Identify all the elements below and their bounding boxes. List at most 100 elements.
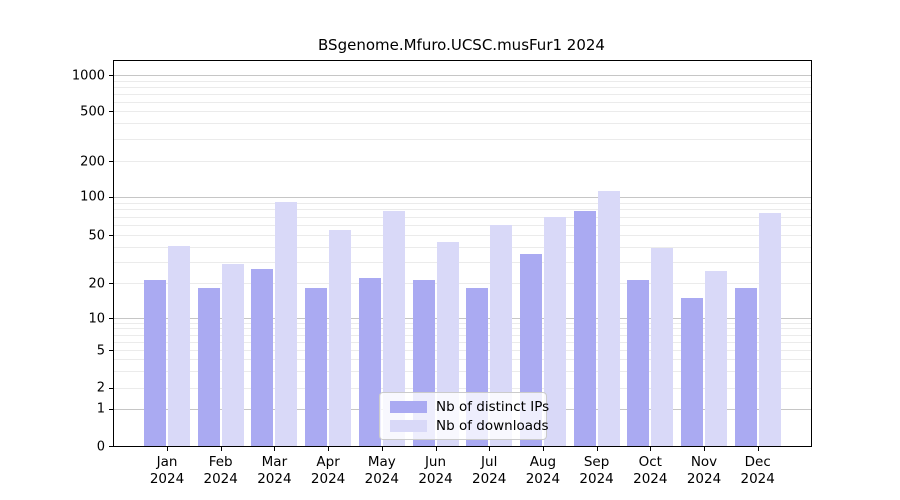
x-tick-label: Oct 2024 <box>633 454 667 488</box>
x-tick-month: Feb <box>208 454 233 470</box>
x-tick-month: Dec <box>744 454 771 470</box>
bar-downloads-jan <box>168 245 190 446</box>
gridline-major <box>114 318 811 319</box>
gridline-minor <box>114 235 811 237</box>
gridline-minor <box>114 101 811 103</box>
gridline-minor <box>114 80 811 82</box>
plot-area: 0 1 2 5 10 20 50 100 200 500 1000 Jan 2024 Feb 2024 Mar… <box>72 60 812 487</box>
x-tick-mark <box>328 446 330 451</box>
x-tick-mark <box>757 446 759 451</box>
x-tick-mark <box>167 446 168 451</box>
x-tick-label: May 2024 <box>365 454 399 488</box>
bar-downloads-apr <box>329 230 352 446</box>
y-tick-mark <box>109 408 114 410</box>
gridline-minor <box>114 246 811 248</box>
x-tick-month: Sep <box>583 454 610 470</box>
y-tick-label: 5 <box>96 343 105 359</box>
y-tick-mark <box>109 235 114 237</box>
x-tick-year: 2024 <box>686 471 722 487</box>
y-tick-label: 1000 <box>71 68 105 84</box>
gridline-minor <box>114 225 811 227</box>
y-tick-label: 0 <box>96 439 105 454</box>
x-tick-year: 2024 <box>203 471 238 487</box>
gridline-minor <box>114 202 811 204</box>
y-tick-mark <box>109 350 114 352</box>
legend-swatch-distinct-ips <box>390 400 427 413</box>
x-tick-year: 2024 <box>364 471 399 487</box>
x-tick-mark <box>650 446 652 451</box>
x-tick-year: 2024 <box>149 471 185 487</box>
gridline-minor <box>114 328 811 330</box>
x-tick-year: 2024 <box>257 471 292 487</box>
x-tick-label: Sep 2024 <box>579 454 613 488</box>
bar-distinct-ips-jan <box>144 280 166 446</box>
y-tick-label: 500 <box>80 104 105 120</box>
gridline-minor <box>114 334 811 336</box>
bar-downloads-sep <box>597 190 620 446</box>
gridline-minor <box>114 216 811 218</box>
y-tick-mark <box>109 111 114 113</box>
x-tick-mark <box>220 446 222 451</box>
y-tick-mark <box>109 161 114 163</box>
gridline-minor <box>114 359 811 361</box>
gridline-minor <box>114 86 811 88</box>
y-tick-mark <box>109 283 114 284</box>
bar-distinct-ips-dec <box>734 288 757 446</box>
x-tick-month: May <box>367 454 396 470</box>
x-tick-month: Oct <box>638 454 662 470</box>
bar-downloads-dec <box>758 212 781 446</box>
x-tick-month: Jul <box>481 454 498 470</box>
x-tick-month: Aug <box>529 454 557 470</box>
y-tick-label: 10 <box>88 311 105 326</box>
x-tick-mark <box>704 446 705 451</box>
x-tick-year: 2024 <box>472 471 507 487</box>
x-tick-month: Jun <box>424 454 447 470</box>
gridline-minor <box>114 341 811 343</box>
gridline-minor <box>114 111 811 113</box>
gridline-minor <box>114 350 811 352</box>
x-tick-year: 2024 <box>418 471 453 487</box>
x-tick-month: Jan <box>156 454 178 470</box>
x-tick-mark <box>435 446 437 451</box>
gridline-minor <box>114 371 811 373</box>
x-tick-label: Jan 2024 <box>150 454 184 488</box>
bar-distinct-ips-sep <box>573 210 596 446</box>
x-tick-label: Apr 2024 <box>311 454 345 488</box>
x-tick-label: Jul 2024 <box>472 454 506 488</box>
x-tick-month: Nov <box>690 454 718 470</box>
bar-downloads-feb <box>221 263 244 446</box>
gridline-minor <box>114 139 811 141</box>
gridline-major <box>114 196 811 198</box>
y-tick-mark <box>109 318 114 319</box>
legend-swatch-downloads <box>390 419 427 432</box>
gridline-minor <box>114 93 811 95</box>
legend-label-distinct-ips: Nb of distinct IPs <box>436 398 550 415</box>
x-tick-label: Aug 2024 <box>526 454 560 488</box>
y-tick-mark <box>109 446 114 447</box>
x-tick-year: 2024 <box>740 471 775 487</box>
y-tick-label: 20 <box>88 276 105 291</box>
gridline-minor <box>114 322 811 324</box>
gridline-minor <box>114 261 811 263</box>
gridline-minor <box>114 209 811 211</box>
y-tick-label: 2 <box>96 380 105 396</box>
x-tick-month: Mar <box>261 454 288 470</box>
x-tick-label: Nov 2024 <box>687 454 721 488</box>
gridline-minor <box>114 283 811 284</box>
bar-distinct-ips-oct <box>627 280 650 446</box>
y-tick-mark <box>109 387 114 389</box>
bar-downloads-may <box>382 210 405 446</box>
x-tick-mark <box>381 446 383 451</box>
bar-downloads-aug <box>543 216 566 446</box>
x-tick-label: Mar 2024 <box>257 454 291 488</box>
gridline-minor <box>114 161 811 163</box>
gridline-minor <box>114 387 811 389</box>
bar-downloads-oct <box>651 248 674 446</box>
x-tick-mark <box>596 446 598 451</box>
bar-distinct-ips-mar <box>251 269 274 446</box>
x-tick-mark <box>489 446 491 451</box>
x-tick-label: Dec 2024 <box>741 454 775 488</box>
legend: Nb of distinct IPs Nb of downloads <box>379 392 550 440</box>
x-tick-year: 2024 <box>579 471 614 487</box>
